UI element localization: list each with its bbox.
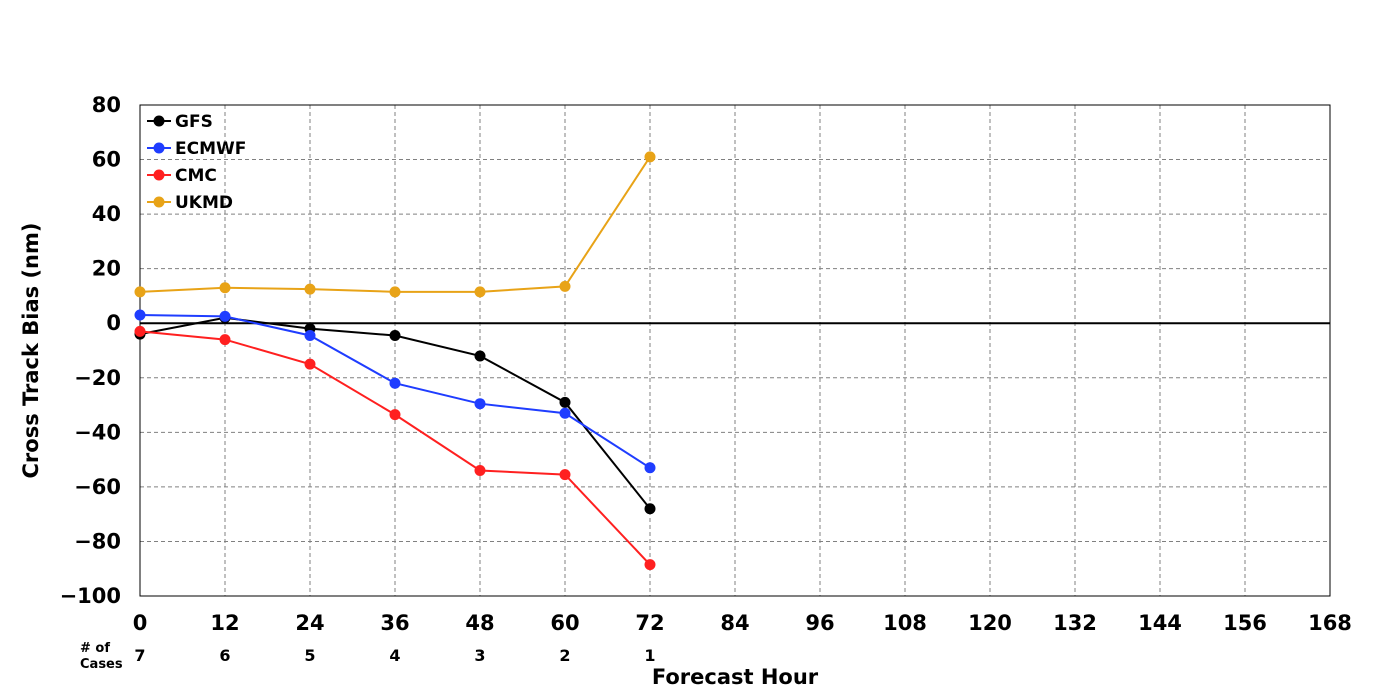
data-point-cmc: [644, 559, 656, 571]
y-tick-label: 20: [92, 257, 121, 281]
data-point-gfs: [474, 350, 486, 362]
legend-marker-gfs: [153, 115, 165, 127]
data-point-ukmd: [304, 283, 316, 295]
legend-label-gfs: GFS: [175, 112, 213, 132]
legend-label-ecmwf: ECMWF: [175, 139, 246, 159]
y-tick-label: −100: [60, 584, 121, 608]
legend: GFS ECMWF CMC UKMD: [147, 112, 246, 213]
data-point-ukmd: [644, 151, 656, 163]
cases-label-line2: Cases: [80, 657, 123, 672]
x-tick-label: 96: [805, 611, 834, 635]
grid-lines: [140, 105, 1330, 596]
data-point-ecmwf: [559, 407, 571, 419]
data-point-cmc: [474, 465, 486, 477]
x-tick-label: 84: [720, 611, 749, 635]
data-point-gfs: [644, 503, 656, 515]
x-tick-label: 144: [1138, 611, 1182, 635]
x-tick-label: 60: [550, 611, 579, 635]
plot-frame: [139, 104, 1331, 597]
case-count-label: 4: [389, 646, 400, 665]
data-point-cmc: [389, 409, 401, 421]
x-tick-label: 24: [295, 611, 324, 635]
y-tick-labels: 80 60 40 20 0 −20 −40 −60 −80 −100: [60, 93, 121, 608]
case-count-label: 2: [559, 646, 570, 665]
x-tick-labels: 0 12 24 36 48 60 72 84 96 108 120 132 144 156 168: [133, 611, 1352, 635]
x-tick-label: 48: [465, 611, 494, 635]
case-count-label: 3: [474, 646, 485, 665]
x-tick-label: 12: [210, 611, 239, 635]
legend-label-ukmd: UKMD: [175, 193, 233, 213]
case-counts: 7 6 5 4 3 2 1: [134, 646, 655, 665]
y-tick-label: −80: [74, 529, 121, 553]
data-point-cmc: [219, 334, 231, 346]
series-layer: [134, 151, 656, 571]
x-tick-label: 132: [1053, 611, 1097, 635]
y-tick-label: 80: [92, 93, 121, 117]
legend-label-cmc: CMC: [175, 166, 217, 186]
x-tick-label: 72: [635, 611, 664, 635]
y-tick-label: −60: [74, 475, 121, 499]
data-point-cmc: [559, 469, 571, 481]
series-ukmd: [134, 151, 656, 298]
x-tick-label: 36: [380, 611, 409, 635]
x-axis-title: Forecast Hour: [652, 665, 819, 689]
case-count-label: 6: [219, 646, 230, 665]
y-tick-label: −40: [74, 420, 121, 444]
x-tick-label: 108: [883, 611, 927, 635]
data-point-ecmwf: [304, 329, 316, 341]
x-tick-label: 120: [968, 611, 1012, 635]
x-tick-label: 168: [1308, 611, 1352, 635]
y-tick-label: −20: [74, 366, 121, 390]
y-tick-label: 0: [106, 311, 121, 335]
series-ecmwf: [134, 309, 656, 474]
data-point-ecmwf: [134, 309, 146, 321]
case-count-label: 1: [644, 646, 655, 665]
data-point-ukmd: [559, 280, 571, 292]
data-point-ukmd: [474, 286, 486, 298]
data-point-ecmwf: [474, 398, 486, 410]
data-point-ukmd: [134, 286, 146, 298]
data-point-cmc: [304, 358, 316, 370]
case-count-label: 7: [134, 646, 145, 665]
legend-marker-ukmd: [153, 196, 165, 208]
data-point-ukmd: [389, 286, 401, 298]
x-tick-label: 0: [133, 611, 148, 635]
case-count-label: 5: [304, 646, 315, 665]
data-point-gfs: [559, 396, 571, 408]
data-point-cmc: [134, 325, 146, 337]
data-point-ecmwf: [219, 310, 231, 322]
series-cmc: [134, 325, 656, 571]
y-axis-title: Cross Track Bias (nm): [19, 223, 43, 479]
data-point-ecmwf: [389, 377, 401, 389]
x-tick-label: 156: [1223, 611, 1267, 635]
cases-label-line1: # of: [80, 641, 110, 656]
legend-marker-cmc: [153, 169, 165, 181]
data-point-ukmd: [219, 282, 231, 294]
y-tick-label: 60: [92, 148, 121, 172]
data-point-gfs: [389, 329, 401, 341]
data-point-ecmwf: [644, 462, 656, 474]
legend-marker-ecmwf: [153, 142, 165, 154]
y-tick-label: 40: [92, 202, 121, 226]
